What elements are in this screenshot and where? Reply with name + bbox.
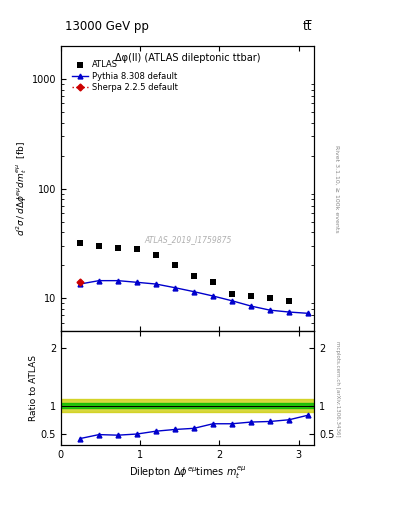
Pythia 8.308 default (306, 310, 310, 316)
ATLAS (134, 245, 140, 253)
Text: 13000 GeV pp: 13000 GeV pp (65, 20, 149, 33)
Pythia 8.308 default (211, 293, 215, 299)
Pythia 8.308 default (116, 278, 120, 284)
ATLAS (286, 296, 292, 305)
Pythia 8.308 default (287, 309, 292, 315)
Y-axis label: Ratio to ATLAS: Ratio to ATLAS (29, 355, 38, 421)
Pythia 8.308 default (268, 307, 272, 313)
Pythia 8.308 default (192, 289, 196, 295)
Text: Rivet 3.1.10, ≥ 100k events: Rivet 3.1.10, ≥ 100k events (335, 145, 340, 232)
Text: ATLAS_2019_I1759875: ATLAS_2019_I1759875 (144, 236, 231, 245)
Text: Δφ(ll) (ATLAS dileptonic ttbar): Δφ(ll) (ATLAS dileptonic ttbar) (115, 53, 261, 63)
ATLAS (210, 278, 216, 286)
ATLAS (153, 250, 159, 259)
Y-axis label: $d^2\sigma\,/\,d\Delta\phi^{e\mu}dm_t^{e\mu}$  [fb]: $d^2\sigma\,/\,d\Delta\phi^{e\mu}dm_t^{e… (14, 141, 29, 236)
ATLAS (96, 242, 102, 250)
Pythia 8.308 default (173, 285, 177, 291)
ATLAS (77, 239, 83, 247)
ATLAS (229, 290, 235, 298)
Legend: ATLAS, Pythia 8.308 default, Sherpa 2.2.5 default: ATLAS, Pythia 8.308 default, Sherpa 2.2.… (70, 59, 179, 93)
ATLAS (191, 272, 197, 280)
Text: mcplots.cern.ch [arXiv:1306.3436]: mcplots.cern.ch [arXiv:1306.3436] (335, 340, 340, 436)
Pythia 8.308 default (97, 278, 101, 284)
Pythia 8.308 default (230, 297, 234, 304)
Line: Pythia 8.308 default: Pythia 8.308 default (77, 278, 310, 316)
ATLAS (115, 244, 121, 252)
Pythia 8.308 default (249, 303, 253, 309)
Pythia 8.308 default (77, 281, 82, 287)
ATLAS (172, 261, 178, 269)
Bar (61, 402, 314, 409)
Text: tt̅: tt̅ (303, 20, 312, 33)
ATLAS (267, 294, 273, 303)
Bar (61, 399, 314, 412)
Pythia 8.308 default (154, 281, 158, 287)
Pythia 8.308 default (134, 279, 140, 285)
X-axis label: Dilepton $\Delta\phi^{e\mu}$times $m_t^{e\mu}$: Dilepton $\Delta\phi^{e\mu}$times $m_t^{… (129, 464, 246, 481)
ATLAS (248, 292, 254, 300)
